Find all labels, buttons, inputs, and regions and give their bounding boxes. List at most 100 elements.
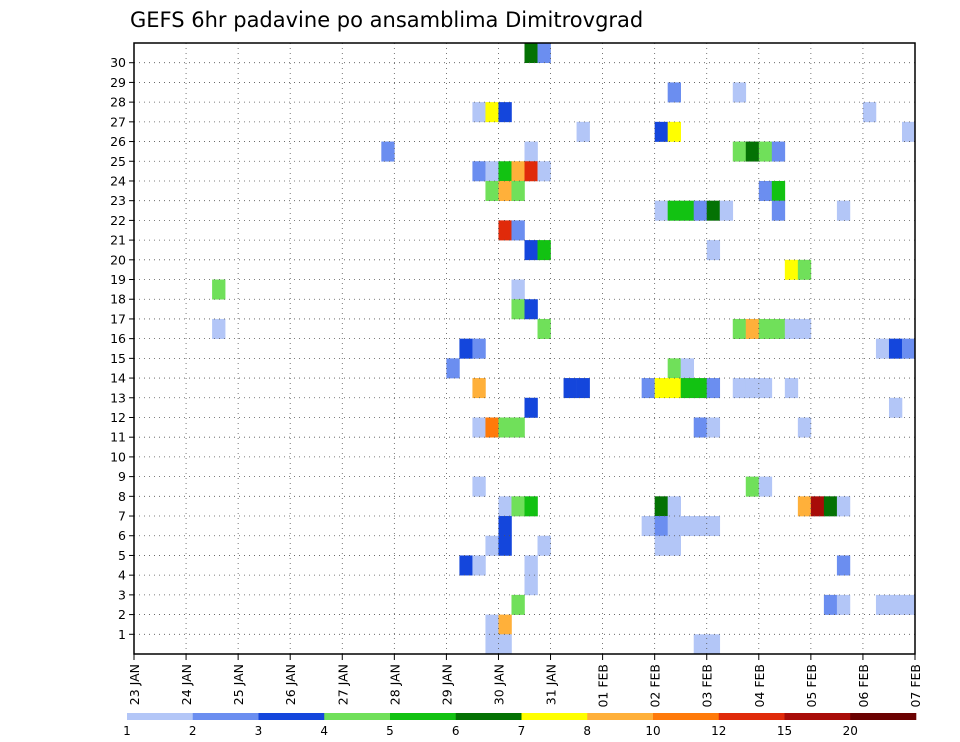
precip-cell — [875, 338, 890, 359]
y-tick-label: 14 — [110, 371, 126, 386]
legend-swatch — [390, 713, 457, 720]
x-tick-label: 25 JAN — [231, 664, 246, 705]
y-tick-label: 7 — [118, 509, 126, 524]
precip-cell — [901, 338, 916, 359]
precip-cell — [485, 614, 499, 635]
y-tick-label: 18 — [110, 292, 126, 307]
precip-cell — [537, 43, 551, 64]
precip-cell — [485, 180, 499, 201]
legend-label: 7 — [518, 724, 526, 738]
x-tick-label: 06 FEB — [856, 664, 871, 708]
precip-cell — [836, 496, 851, 517]
x-tick-label: 31 JAN — [544, 664, 559, 705]
precip-cell — [511, 279, 525, 300]
precip-cell — [719, 200, 734, 221]
y-tick-label: 12 — [110, 410, 126, 425]
y-tick-label: 30 — [110, 55, 126, 70]
precip-cell — [797, 259, 812, 280]
y-tick-label: 1 — [118, 627, 126, 642]
precip-cell — [875, 594, 890, 615]
precip-cell — [797, 417, 812, 438]
precip-cell — [836, 555, 851, 576]
precip-cell — [732, 82, 747, 103]
legend-label: 15 — [777, 724, 792, 738]
y-tick-label: 23 — [110, 193, 126, 208]
precip-cell — [472, 476, 486, 497]
precip-cell — [524, 299, 538, 320]
precip-cell — [654, 535, 668, 556]
legend-swatch — [192, 713, 259, 720]
precip-cell — [654, 200, 668, 221]
precip-cell — [654, 121, 668, 142]
precip-cell — [511, 299, 525, 320]
y-tick-label: 3 — [118, 587, 126, 602]
precip-cell — [888, 594, 903, 615]
precip-cell — [381, 141, 395, 162]
y-tick-label: 21 — [110, 233, 126, 248]
precip-cell — [472, 102, 486, 123]
precip-cell — [446, 358, 460, 379]
precip-cell — [745, 318, 760, 339]
x-tick-label: 27 JAN — [335, 664, 350, 705]
precip-cell — [654, 496, 668, 517]
precip-cell — [771, 318, 786, 339]
precip-cell — [732, 141, 747, 162]
precip-cell — [771, 180, 786, 201]
legend-label: 10 — [645, 724, 660, 738]
x-tick-label: 30 JAN — [492, 664, 507, 705]
precip-cell — [784, 378, 799, 399]
y-tick-label: 2 — [118, 607, 126, 622]
y-tick-label: 15 — [110, 351, 126, 366]
y-tick-label: 6 — [118, 528, 126, 543]
precip-cell — [524, 496, 538, 517]
precip-cell — [472, 555, 486, 576]
precip-cell — [667, 121, 681, 142]
precip-cell — [498, 417, 512, 438]
legend-label: 20 — [843, 724, 858, 738]
precip-cell — [771, 200, 786, 221]
legend-swatch — [850, 713, 917, 720]
precip-cell — [901, 594, 916, 615]
precip-cell — [472, 161, 486, 182]
precip-cell — [511, 161, 525, 182]
precip-cell — [862, 102, 877, 123]
precip-cell — [641, 378, 655, 399]
precip-cell — [706, 417, 721, 438]
precip-cell — [706, 378, 721, 399]
precip-cell — [823, 496, 838, 517]
y-tick-label: 20 — [110, 252, 126, 267]
legend-swatch — [718, 713, 785, 720]
x-tick-label: 29 JAN — [439, 664, 454, 705]
precip-cell — [706, 516, 721, 537]
precip-cell — [888, 397, 903, 418]
y-axis: 1234567891011121314151617181920212223242… — [110, 55, 134, 642]
x-tick-label: 03 FEB — [700, 664, 715, 708]
precip-cell — [745, 476, 760, 497]
precip-cell — [524, 161, 538, 182]
grid-lines — [134, 43, 915, 654]
precip-cell — [524, 575, 538, 596]
precip-cell — [745, 141, 760, 162]
precip-cell — [680, 516, 695, 537]
y-tick-label: 25 — [110, 154, 126, 169]
precip-cell — [693, 417, 708, 438]
precip-cell — [836, 200, 851, 221]
precip-cell — [511, 496, 525, 517]
precip-cell — [485, 102, 499, 123]
precip-cell — [680, 358, 695, 379]
precip-cell — [667, 378, 681, 399]
legend-label: 1 — [123, 724, 131, 738]
precip-cell — [576, 378, 590, 399]
x-tick-label: 02 FEB — [648, 664, 663, 708]
precip-cell — [498, 535, 512, 556]
precip-cell — [706, 240, 721, 261]
legend-label: 3 — [255, 724, 263, 738]
x-tick-label: 23 JAN — [127, 664, 142, 705]
precip-cell — [498, 634, 512, 655]
legend-label: 12 — [711, 724, 726, 738]
y-tick-label: 10 — [110, 449, 126, 464]
legend-swatch — [653, 713, 720, 720]
precip-cell — [823, 594, 838, 615]
precip-cell — [498, 516, 512, 537]
y-tick-label: 17 — [110, 311, 126, 326]
